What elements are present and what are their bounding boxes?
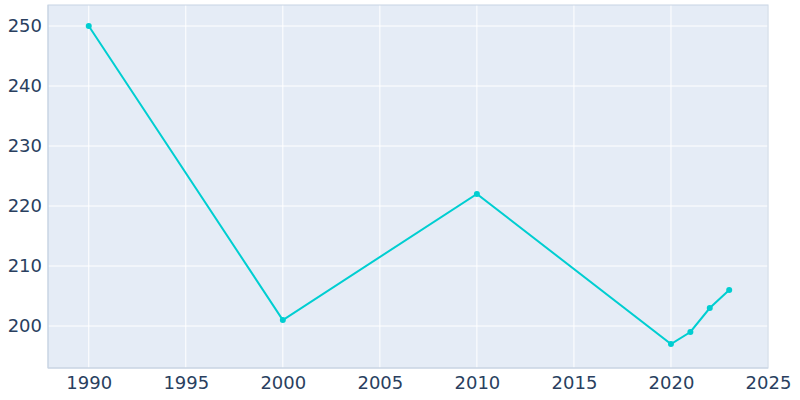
y-axis-tick-label: 200	[8, 315, 42, 336]
plot-background	[48, 5, 768, 368]
plot-area	[86, 23, 732, 347]
y-axis-tick-label: 250	[8, 15, 42, 36]
y-axis-tick: 240	[8, 75, 48, 96]
y-axis-tick: 250	[8, 15, 48, 36]
point	[707, 305, 713, 311]
x-grid-line	[379, 5, 380, 368]
x-axis: 1990 1995 2000 2005 2010 2015 2020 2025	[48, 368, 791, 393]
y-axis-tick-label: 210	[8, 255, 42, 276]
y-grid-line	[48, 266, 768, 267]
line	[89, 26, 729, 344]
y-axis: 200 210 220 230 240 250	[8, 5, 48, 368]
y-axis-tick-label: 240	[8, 75, 42, 96]
x-axis-tick-label: 2005	[357, 372, 403, 393]
point	[280, 317, 286, 323]
y-grid-line	[48, 206, 768, 207]
x-axis-tick-label: 2000	[260, 372, 306, 393]
y-grid-line	[48, 326, 768, 327]
x-grid-line	[573, 5, 574, 368]
point	[474, 191, 480, 197]
y-axis-tick: 230	[8, 135, 48, 156]
x-axis-tick: 1995	[163, 368, 209, 393]
chart: 1990 1995 2000 2005 2010 2015 2020 2025 200 210 22…	[0, 0, 800, 400]
y-axis-tick: 210	[8, 255, 48, 276]
point	[726, 287, 732, 293]
x-grid-line	[282, 5, 283, 368]
x-grid-line	[476, 5, 477, 368]
y-axis-tick: 220	[8, 195, 48, 216]
x-axis-line	[48, 368, 768, 369]
y-grid-line	[48, 86, 768, 87]
y-grid-line	[48, 146, 768, 147]
x-axis-tick: 1990	[66, 368, 112, 393]
x-axis-tick-label: 2025	[746, 372, 792, 393]
x-axis-tick: 2020	[649, 368, 695, 393]
x-axis-tick: 2015	[552, 368, 598, 393]
x-axis-tick-label: 1990	[66, 372, 112, 393]
y-axis-tick-label: 230	[8, 135, 42, 156]
x-grid-line	[670, 5, 671, 368]
y-axis-tick: 200	[8, 315, 48, 336]
x-grid-line	[88, 5, 89, 368]
x-axis-tick: 2025	[746, 368, 792, 393]
x-axis-tick-label: 2020	[649, 372, 695, 393]
y-axis-tick-label: 220	[8, 195, 42, 216]
point	[668, 341, 674, 347]
x-grid-line	[185, 5, 186, 368]
x-axis-tick-label: 2015	[552, 372, 598, 393]
y-axis-line	[48, 5, 49, 368]
x-axis-tick: 2005	[357, 368, 403, 393]
x-axis-tick: 2000	[260, 368, 306, 393]
x-axis-tick-label: 2010	[454, 372, 500, 393]
x-axis-tick: 2010	[454, 368, 500, 393]
point	[86, 23, 92, 29]
plot-frame	[48, 5, 768, 368]
point	[687, 329, 693, 335]
grid	[48, 5, 768, 368]
x-axis-tick-label: 1995	[163, 372, 209, 393]
y-grid-line	[48, 26, 768, 27]
